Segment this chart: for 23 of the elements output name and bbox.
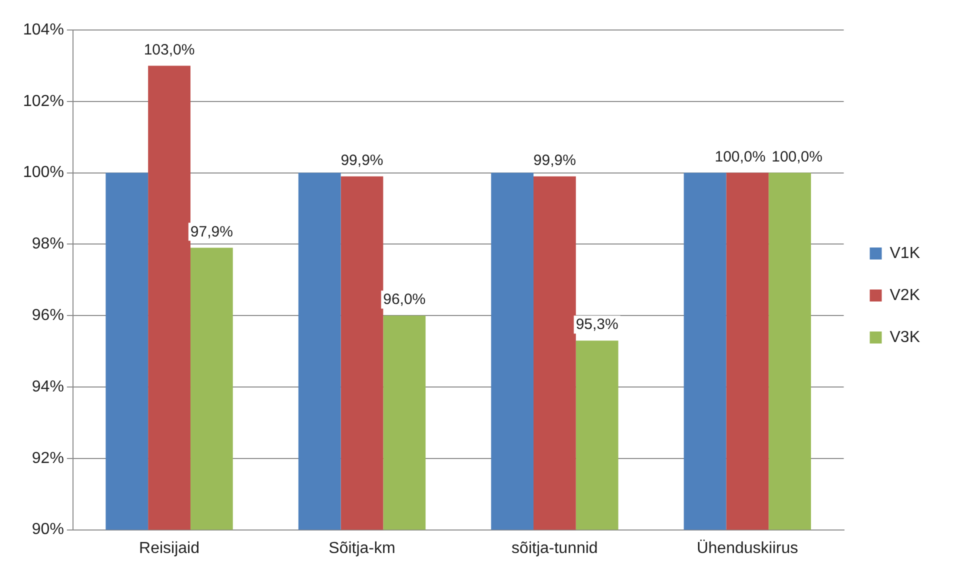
x-tick-label: Reisijaid: [139, 540, 200, 557]
data-label: 96,0%: [383, 291, 426, 308]
x-tick-label: sõitja-tunnid: [512, 540, 598, 557]
y-tick-label: 100%: [23, 164, 64, 182]
x-tick-label: Ühenduskiirus: [696, 538, 798, 557]
y-tick-label: 90%: [32, 521, 64, 538]
data-label: 100,0%: [772, 148, 822, 166]
y-tick-label: 96%: [32, 307, 64, 324]
data-label: 100,0%: [714, 148, 766, 166]
data-label: 97,9%: [190, 223, 233, 240]
data-label: 99,9%: [340, 152, 384, 170]
legend-label: V2K: [890, 286, 920, 304]
data-label: 103,0%: [144, 41, 195, 58]
x-tick-label: Sõitja-km: [328, 540, 396, 557]
data-label: 95,3%: [576, 316, 618, 334]
y-tick-label: 92%: [32, 450, 64, 467]
y-tick-label: 104%: [23, 21, 64, 38]
legend-label: V3K: [890, 328, 920, 346]
data-label: 99,9%: [533, 152, 576, 170]
y-tick-label: 94%: [32, 378, 64, 396]
y-tick-label: 98%: [32, 236, 64, 253]
legend-label: V1K: [890, 244, 920, 262]
y-tick-label: 102%: [23, 92, 64, 110]
